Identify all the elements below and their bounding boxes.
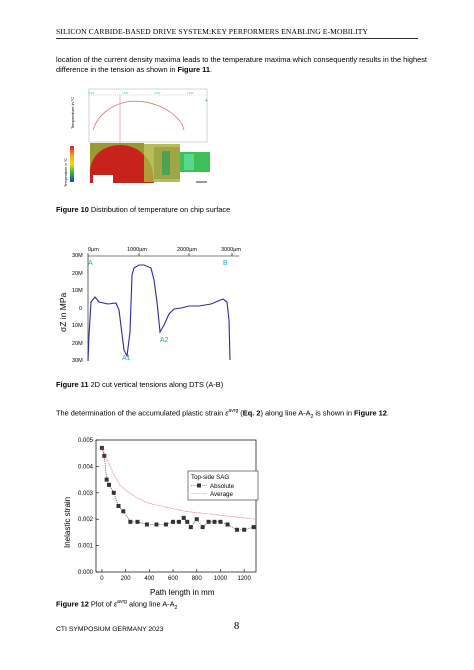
fig11-point-b: B: [223, 260, 228, 267]
fig11-point-a1: A1: [122, 355, 131, 362]
svg-text:0.000: 0.000: [88, 92, 95, 95]
figure-12-reference[interactable]: Figure 12: [354, 408, 387, 418]
fig12-x-tick: 0: [100, 576, 104, 582]
fig12-legend-absolute: Absolute: [210, 483, 235, 490]
fig11-ylabel: σZ in MPa: [58, 292, 68, 332]
fig12-ylabel: Inelastic strain: [63, 497, 72, 548]
fig12-absolute-point: [251, 525, 256, 530]
footer-symposium: CTI SYMPOSIUM GERMANY 2023: [56, 626, 164, 633]
fig12-y-tick: 0.001: [78, 544, 94, 550]
fig12-absolute-point: [200, 525, 205, 530]
fig12-absolute-point: [107, 482, 112, 487]
fig12-x-tick: 600: [168, 576, 179, 582]
fig12-xlabel: Path length in mm: [150, 588, 215, 597]
fig12-x-tick: 400: [144, 576, 155, 582]
figure-10-top-ylabel: Temperature in °C: [70, 97, 75, 129]
fig12-legend-average: Average: [210, 491, 233, 498]
figure-12-chart: 0.000 0.001 0.002 0.003 0.004 0.005 0 200 400 60…: [63, 438, 259, 597]
fig12-absolute-point: [176, 519, 181, 524]
fig11-x-tick-2: 2000µm: [177, 247, 197, 253]
svg-text:2.000: 2.000: [154, 92, 161, 95]
fig11-x-tick-0: 0µm: [88, 247, 99, 253]
page-number: 8: [234, 621, 240, 632]
equation-2-reference[interactable]: Eq. 2: [242, 408, 261, 418]
running-header: SILICON CARBIDE-BASED DRIVE SYSTEM:KEY P…: [56, 27, 369, 36]
paragraph-1: location of the current density maxima l…: [56, 55, 427, 76]
figure-10-bottom-ylabel: Temperature in °C: [64, 158, 68, 187]
fig12-absolute-point: [218, 519, 223, 524]
fig12-absolute-point: [104, 477, 109, 482]
fig12-x-tick: 200: [121, 576, 132, 582]
svg-text:3.000: 3.000: [187, 92, 194, 95]
fig11-y-tick-4: 10M: [72, 323, 83, 329]
fig12-absolute-point: [235, 527, 240, 532]
fig12-y-tick: 0.000: [78, 570, 94, 576]
svg-text:1.000: 1.000: [122, 92, 129, 95]
fig12-series-absolute-line: [101, 447, 254, 531]
fig12-x-tick: 1200: [237, 576, 251, 582]
figure-11-reference[interactable]: Figure 11: [177, 65, 210, 75]
header-rule: [56, 38, 418, 39]
fig12-y-tick: 0.002: [78, 517, 94, 523]
fig12-plot-area: [95, 439, 257, 573]
fig12-series-average-line: [101, 447, 257, 520]
fig12-absolute-point: [194, 517, 199, 522]
fig11-y-tick-2: 10M: [72, 288, 83, 294]
figure-10-caption: Figure 10 Distribution of temperature on…: [56, 205, 231, 214]
figure-11-chart: 0µm 1000µm 2000µm 3000µm 30M 20M 10M 0 1…: [58, 247, 241, 364]
fig12-absolute-point: [185, 519, 190, 524]
figure-10-image: 0.000 1.000 2.000 3.000 + Temperature in…: [64, 88, 210, 187]
fig12-absolute-point: [102, 453, 107, 458]
paragraph-1-line-1: location of the current density maxima l…: [56, 55, 427, 64]
fig11-y-tick-5: 20M: [72, 341, 83, 347]
fig11-x-tick-3: 3000µm: [221, 247, 241, 253]
fig12-absolute-point: [121, 509, 126, 514]
fig12-y-tick: 0.003: [78, 491, 94, 497]
fig12-legend-absolute-marker: [197, 483, 201, 488]
fig11-y-tick-1: 20M: [72, 271, 83, 277]
fig11-point-a: A: [88, 260, 93, 267]
svg-text:+: +: [205, 98, 208, 104]
fig12-absolute-point: [212, 519, 217, 524]
fig12-x-tick: 1000: [214, 576, 228, 582]
fig12-absolute-point: [135, 519, 140, 524]
fig11-x-tick-1: 1000µm: [127, 247, 147, 253]
fig12-absolute-point: [206, 519, 211, 524]
figure-11-caption: Figure 11 2D cut vertical tensions along…: [56, 380, 224, 389]
fig12-absolute-point: [225, 522, 230, 527]
figure-12-caption: Figure 12 Plot of εavrg along line A-A2: [56, 599, 178, 611]
fig11-y-tick-6: 30M: [72, 358, 83, 364]
fig12-absolute-point: [128, 519, 133, 524]
fig12-x-tick: 800: [192, 576, 203, 582]
paragraph-2: The determination of the accumulated pla…: [56, 408, 389, 420]
fig12-absolute-point: [111, 490, 116, 495]
fig12-absolute-point: [171, 519, 176, 524]
fig12-absolute-point: [181, 515, 186, 520]
fig12-absolute-point: [242, 527, 247, 532]
fig12-absolute-point: [144, 522, 149, 527]
fig12-absolute-point: [116, 504, 121, 508]
fig11-y-tick-3: 0: [79, 306, 82, 312]
fig12-absolute-point: [163, 522, 168, 527]
fig12-legend-title: Top-side SAG: [191, 474, 229, 481]
fig12-y-tick: 0.004: [78, 464, 94, 470]
paragraph-1-line-2: difference in the tension as shown in Fi…: [56, 65, 212, 75]
fig12-absolute-point: [188, 525, 193, 530]
fig12-y-tick: 0.005: [78, 438, 94, 444]
fig12-legend: Top-side SAG Absolute Average: [187, 470, 259, 501]
fig11-point-a2: A2: [160, 337, 169, 344]
fig12-absolute-point: [154, 522, 159, 527]
fig11-y-tick-0: 30M: [72, 253, 83, 259]
